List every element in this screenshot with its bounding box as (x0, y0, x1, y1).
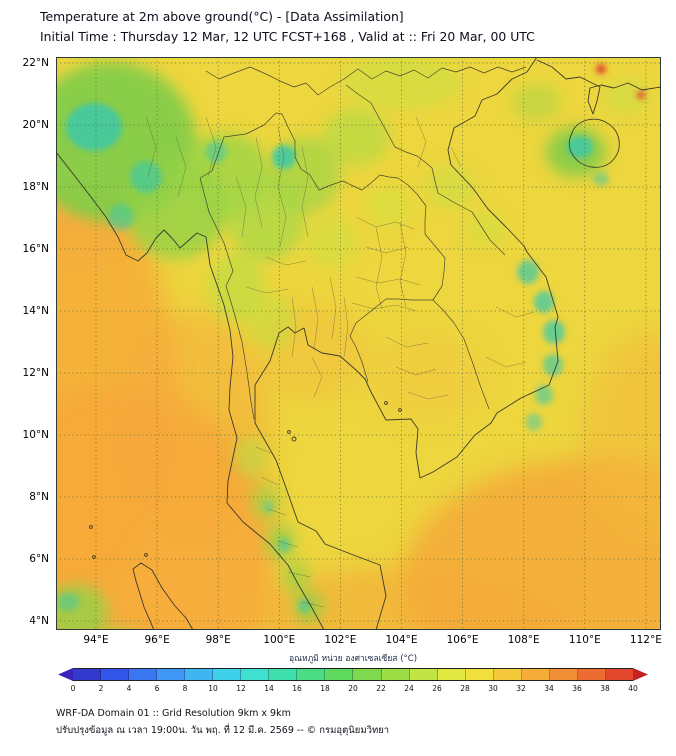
warm-regions (56, 147, 661, 630)
colorbar-tick: 18 (320, 684, 330, 693)
colorbar-tick: 6 (154, 684, 160, 693)
colorbar-segment (269, 669, 298, 680)
colorbar-tick: 20 (348, 684, 358, 693)
cold-spots (57, 103, 609, 613)
lon-tick-label: 106°E (446, 634, 479, 646)
temperature-map (56, 57, 661, 630)
lat-tick-label: 16°N (22, 243, 49, 255)
colorbar-tick: 22 (376, 684, 386, 693)
lon-tick-label: 102°E (324, 634, 357, 646)
colorbar-tick: 28 (460, 684, 470, 693)
map-area: 22°N 20°N 18°N 16°N 14°N 12°N 10°N 8°N 6°N 4°N 94… (23, 57, 662, 646)
lon-tick-label: 110°E (568, 634, 601, 646)
colorbar-tick: 40 (628, 684, 638, 693)
colorbar-segment (213, 669, 242, 680)
colorbar-segment (73, 669, 102, 680)
colorbar-segment (381, 669, 410, 680)
lat-tick-label: 12°N (22, 367, 49, 379)
province-borders (145, 116, 535, 608)
hot-spots (596, 64, 645, 99)
colorbar-tick: 2 (98, 684, 104, 693)
footer: WRF-DA Domain 01 :: Grid Resolution 9km … (56, 706, 389, 739)
colorbar-segment (493, 669, 522, 680)
country-borders (199, 66, 527, 420)
colorbar-segment (241, 669, 270, 680)
colorbar-segment (577, 669, 606, 680)
lat-tick-label: 4°N (29, 615, 49, 627)
lat-tick-label: 22°N (22, 57, 49, 69)
colorbar-segment (521, 669, 550, 680)
lon-tick-label: 104°E (385, 634, 418, 646)
colorbar (58, 668, 648, 681)
lon-tick-label: 112°E (629, 634, 662, 646)
colorbar-segment (465, 669, 494, 680)
map-frame-border (56, 57, 661, 630)
lat-tick-label: 14°N (22, 305, 49, 317)
colorbar-segment (605, 669, 633, 680)
colorbar-segment (437, 669, 466, 680)
footer-domain-info: WRF-DA Domain 01 :: Grid Resolution 9km … (56, 708, 291, 719)
colorbar-tick: 16 (292, 684, 302, 693)
colorbar-segment (409, 669, 438, 680)
colorbar-tick: 14 (264, 684, 274, 693)
colorbar-over-arrow (633, 668, 648, 681)
lat-tick-label: 20°N (22, 119, 49, 131)
colorbar-segment (185, 669, 214, 680)
colorbar-segment (297, 669, 326, 680)
colorbar-segment (129, 669, 158, 680)
colorbar-segment (101, 669, 130, 680)
page-title: Temperature at 2m above ground(°C) - [Da… (40, 9, 404, 24)
colorbar-tick: 0 (70, 684, 76, 693)
colorbar-tick: 24 (404, 684, 414, 693)
lon-tick-label: 100°E (263, 634, 296, 646)
colorbar-segment (157, 669, 186, 680)
colorbar-tick: 30 (488, 684, 498, 693)
lon-tick-label: 94°E (83, 634, 109, 646)
colorbar-tick: 38 (600, 684, 610, 693)
colorbar-tick: 8 (182, 684, 188, 693)
lat-tick-label: 18°N (22, 181, 49, 193)
lon-tick-label: 98°E (205, 634, 231, 646)
colorbar-under-arrow (58, 668, 73, 681)
coastlines (56, 57, 661, 630)
colorbar-segment (549, 669, 578, 680)
page-subtitle: Initial Time : Thursday 12 Mar, 12 UTC F… (40, 28, 535, 44)
colorbar-tick: 4 (126, 684, 132, 693)
colorbar-tick: 36 (572, 684, 582, 693)
colorbar-tick-labels: 0 2 4 6 8 10 12 14 16 18 20 22 24 26 28 30 32 34 36 38 40 (58, 684, 648, 696)
lat-tick-label: 10°N (22, 429, 49, 441)
colorbar-tick: 12 (236, 684, 246, 693)
lon-tick-label: 96°E (144, 634, 170, 646)
colorbar-tick: 10 (208, 684, 218, 693)
colorbar-tick: 34 (544, 684, 554, 693)
lat-tick-label: 8°N (29, 491, 49, 503)
colorbar-segments (73, 668, 633, 681)
colorbar-tick: 32 (516, 684, 526, 693)
header: Temperature at 2m above ground(°C) - [Da… (40, 7, 535, 47)
colorbar-segment (353, 669, 382, 680)
colorbar-segment (325, 669, 354, 680)
lat-tick-label: 6°N (29, 553, 49, 565)
lon-tick-label: 108°E (507, 634, 540, 646)
colorbar-label: อุณหภูมิ หน่วย องศาเซลเซียส (°C) (288, 654, 418, 664)
footer-update-info: ปรับปรุงข้อมูล ณ เวลา 19:00น. วัน พฤ. ที… (56, 724, 390, 736)
colorbar-tick: 26 (432, 684, 442, 693)
